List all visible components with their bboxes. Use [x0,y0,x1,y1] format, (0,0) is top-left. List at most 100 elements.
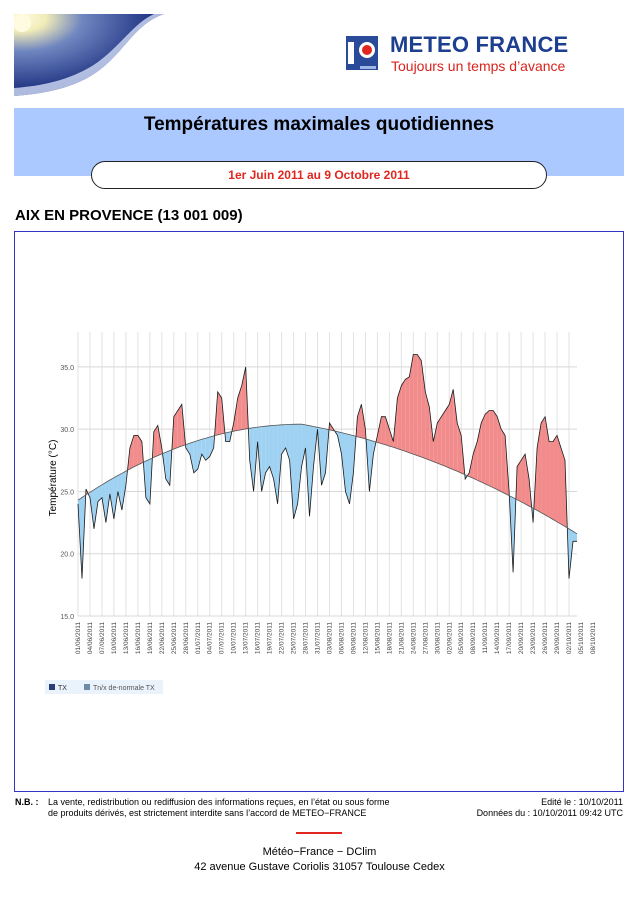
chart-frame: 15.0 20.0 25.0 30.0 35.0 01/06/2011 04/06/201… [14,231,624,792]
above-normal-area [401,379,406,452]
above-normal-area [537,422,542,513]
y-tick-label: 20.0 [60,552,74,559]
corner-emblem [14,14,164,96]
x-tick-label: 05/09/2011 [458,622,465,654]
y-tick-label: 15.0 [60,614,74,621]
tx-series-line [77,354,577,579]
below-normal-area [145,459,150,504]
x-tick-label: 13/06/2011 [123,622,130,654]
x-tick-label: 22/06/2011 [159,622,166,654]
above-normal-area [409,354,414,455]
above-normal-area [449,389,454,470]
below-normal-area [293,424,298,519]
below-normal-area [261,426,266,492]
x-tick-label: 23/09/2011 [530,622,537,654]
x-tick-label: 16/06/2011 [135,622,142,654]
x-tick-label: 17/09/2011 [506,622,513,654]
brand-name: METEO FRANCE [390,32,569,57]
x-tick-label: 01/07/2011 [195,622,202,654]
x-tick-label: 10/06/2011 [111,622,118,654]
x-tick-label: 03/08/2011 [326,622,333,654]
postal-address: 42 avenue Gustave Coriolis 31057 Toulous… [194,861,445,873]
below-normal-area [185,443,190,455]
above-normal-area [489,410,494,488]
above-normal-area [441,410,446,467]
brand-logo: METEO FRANCE Toujours un temps d’avance [340,28,620,88]
above-normal-area [173,410,178,450]
sun-icon [14,14,31,32]
period-label: 1er Juin 2011 au 9 Octobre 2011 [228,168,410,182]
below-normal-area [281,424,286,455]
below-normal-area [109,477,114,519]
below-normal-area [297,424,302,504]
brand-tagline: Toujours un temps d’avance [391,58,566,74]
x-tick-label: 24/08/2011 [410,622,417,654]
below-normal-area [93,487,98,529]
org-name: Météo−France − DClim [262,846,377,858]
legend-background [45,680,163,694]
above-normal-area [153,425,158,458]
below-normal-area [225,432,230,442]
below-normal-area [341,432,346,492]
x-tick-label: 28/06/2011 [183,622,190,654]
legend-swatch-tx [49,684,55,690]
footer-address: Météo−France − DClim 42 avenue Gustave C… [0,845,639,875]
x-tick-label: 14/09/2011 [494,622,501,654]
above-normal-area [381,416,386,445]
x-tick-label: 02/09/2011 [446,622,453,654]
x-tick-label: 11/09/2011 [482,622,489,654]
x-tick-label: 15/08/2011 [374,622,381,654]
below-normal-area [285,424,290,461]
nb-line-2: de produits dérivés, est strictement int… [48,808,367,818]
x-tick-label: 10/07/2011 [231,622,238,654]
above-normal-area [417,354,422,458]
legend: TX Tn/x de-normale TX [45,680,163,694]
data-date: Données du : 10/10/2011 09:42 UTC [476,808,623,818]
above-normal-area [453,389,458,472]
above-normal-area [541,416,546,515]
station-name: AIX EN PROVENCE (13 001 009) [15,207,243,224]
below-normal-area [349,434,354,504]
above-normal-area [561,447,566,527]
anomaly-areas [78,354,577,579]
above-normal-area [445,404,450,468]
below-normal-area [301,424,306,467]
x-tick-label: 29/09/2011 [554,622,561,654]
below-normal-area [289,424,294,519]
below-normal-area [573,531,577,542]
x-tick-label: 31/07/2011 [315,622,322,654]
below-normal-area [105,480,110,523]
below-normal-area [117,473,122,511]
above-normal-area [397,385,402,450]
above-normal-area [385,416,390,447]
series-lines [77,354,578,579]
x-tick-label: 21/08/2011 [398,622,405,654]
legend-label-normal: Tn/x de-normale TX [93,685,155,692]
below-normal-area [113,475,118,519]
x-tick-label: 09/08/2011 [350,622,357,654]
below-normal-area [345,433,350,504]
above-normal-area [217,391,222,435]
footer-dates: Edité le : 10/10/2011 Données du : 10/10… [477,797,623,819]
x-tick-label: 16/07/2011 [255,622,262,654]
above-normal-area [501,429,506,494]
y-tick-label: 35.0 [60,365,74,372]
x-tick-label: 05/10/2011 [578,622,585,654]
below-normal-area [309,425,314,517]
x-axis-ticks: 01/06/2011 04/06/2011 07/06/2011 10/06/2011… [75,622,597,654]
below-normal-area [277,424,282,504]
x-tick-label: 04/07/2011 [207,622,214,654]
x-tick-label: 12/08/2011 [362,622,369,654]
below-normal-area [121,471,126,511]
page-title: Températures maximales quotidiennes [143,114,495,135]
above-normal-area [481,414,486,484]
x-tick-label: 08/10/2011 [590,622,597,654]
below-normal-area [165,450,170,486]
above-normal-area [357,404,362,438]
below-normal-area [193,440,198,473]
nb-label: N.B. : [15,797,39,807]
x-tick-label: 04/06/2011 [87,622,94,654]
x-tick-label: 13/07/2011 [243,622,250,654]
period-pill: 1er Juin 2011 au 9 Octobre 2011 [91,161,547,189]
x-tick-label: 19/07/2011 [267,622,274,654]
